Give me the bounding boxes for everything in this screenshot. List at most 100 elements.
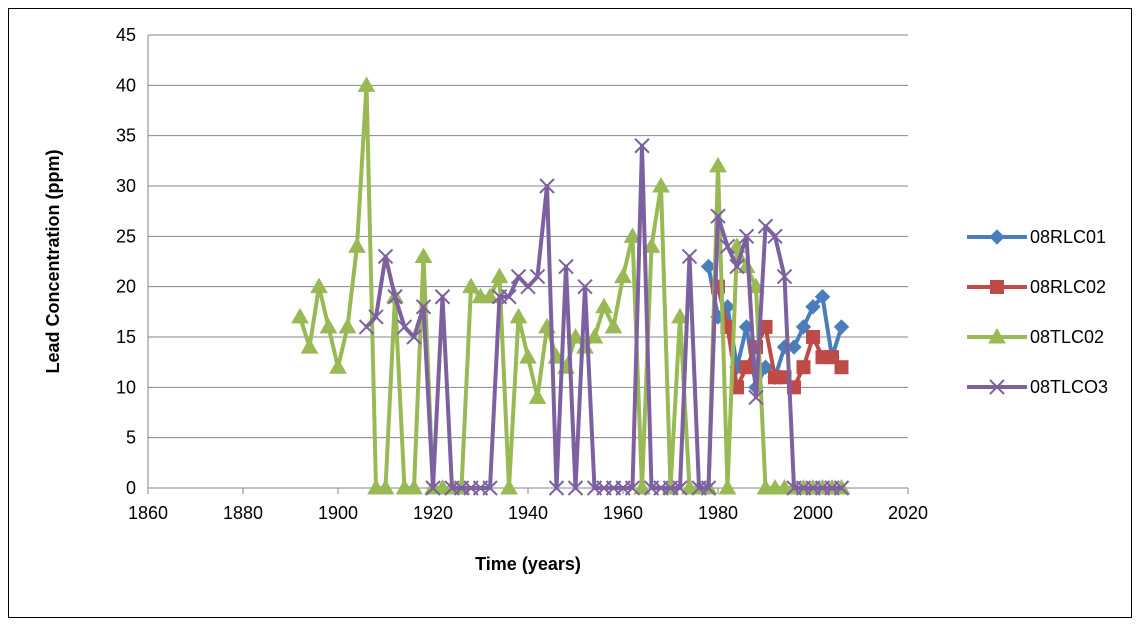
marker-stroke xyxy=(776,268,793,285)
data-point xyxy=(710,208,726,224)
marker-stroke xyxy=(425,480,441,496)
data-point xyxy=(490,267,509,284)
data-point xyxy=(462,277,480,294)
data-point xyxy=(806,330,820,344)
data-point xyxy=(672,480,688,496)
data-point xyxy=(796,360,811,375)
y-tick-label: 45 xyxy=(116,25,136,45)
data-point xyxy=(319,317,338,334)
marker-stroke xyxy=(833,480,850,496)
data-point xyxy=(368,309,384,325)
data-point xyxy=(624,480,641,496)
marker-stroke xyxy=(368,309,384,325)
data-point xyxy=(500,478,518,495)
x-tick-label: 1940 xyxy=(508,503,548,523)
data-point xyxy=(501,289,517,305)
x-tick-label: 2020 xyxy=(888,503,928,523)
lead-concentration-chart: 0 5 10 15 20 25 30 35 40 45 1860 1880 1900 1920 1940 19… xyxy=(43,25,1108,574)
y-tick-label: 10 xyxy=(116,377,136,397)
marker-stroke xyxy=(700,480,717,496)
x-tick-label: 1860 xyxy=(128,503,168,523)
data-point xyxy=(595,297,613,314)
data-point xyxy=(539,178,555,194)
data-point xyxy=(434,289,451,305)
marker-stroke xyxy=(989,379,1005,395)
x-tick-label: 1980 xyxy=(698,503,738,523)
marker-stroke xyxy=(558,258,574,275)
data-point xyxy=(528,388,547,404)
legend-entry-08rlc02: 08RLC02 xyxy=(967,277,1106,297)
grid-lines xyxy=(148,34,908,439)
marker-stroke xyxy=(406,329,422,345)
x-tick-label: 1880 xyxy=(223,503,263,523)
marker-stroke xyxy=(510,268,527,285)
series-08rlc02 xyxy=(711,279,849,395)
data-point xyxy=(348,237,366,253)
marker-stroke xyxy=(738,228,755,245)
y-axis-title: Lead Concentration (ppm) xyxy=(43,149,63,373)
x-tick-label: 1960 xyxy=(603,503,643,523)
series-08tlco3 xyxy=(358,138,850,496)
legend-label: 08RLC02 xyxy=(1030,277,1106,297)
marker-stroke xyxy=(434,289,451,305)
legend: 08RLC01 08RLC02 08TLC02 08TLCO3 xyxy=(967,227,1108,397)
data-point xyxy=(519,348,537,364)
data-point xyxy=(529,268,546,285)
data-point xyxy=(633,478,651,495)
y-tick-label: 15 xyxy=(116,327,136,347)
marker-stroke xyxy=(548,480,565,496)
data-point xyxy=(558,258,574,275)
marker-stroke xyxy=(377,248,394,265)
data-point xyxy=(700,480,717,496)
y-tick-label: 40 xyxy=(116,75,136,95)
data-point xyxy=(338,317,357,334)
data-point xyxy=(406,329,422,345)
data-point xyxy=(681,248,698,265)
legend-label: 08TLCO3 xyxy=(1030,377,1108,397)
marker-stroke xyxy=(757,218,774,234)
data-point xyxy=(671,307,689,324)
data-point xyxy=(567,480,584,496)
data-point xyxy=(548,480,565,496)
marker-stroke xyxy=(634,138,650,154)
x-tick-label: 1900 xyxy=(318,503,358,523)
data-point xyxy=(357,76,376,92)
y-tick-label: 0 xyxy=(126,478,136,498)
marker-stroke xyxy=(387,289,403,305)
x-axis-title: Time (years) xyxy=(475,554,581,574)
chart-frame: 0 5 10 15 20 25 30 35 40 45 1860 1880 1900 1920 1940 19… xyxy=(8,8,1132,618)
data-point xyxy=(414,247,433,263)
data-point xyxy=(776,268,793,285)
marker-stroke xyxy=(577,278,593,295)
data-point xyxy=(652,176,670,193)
legend-swatch-marker xyxy=(990,280,1004,294)
series-line xyxy=(364,143,844,490)
data-point xyxy=(814,289,831,305)
data-point xyxy=(634,138,650,154)
data-point xyxy=(291,307,309,324)
marker-stroke xyxy=(681,248,698,265)
y-tick-label: 25 xyxy=(116,226,136,246)
data-point xyxy=(748,389,764,406)
data-point xyxy=(719,238,736,255)
data-point xyxy=(604,317,623,334)
marker-stroke xyxy=(767,228,783,245)
data-point xyxy=(623,227,642,243)
data-point xyxy=(642,237,661,253)
data-point xyxy=(747,277,765,294)
data-point xyxy=(767,228,783,245)
data-point xyxy=(481,287,499,304)
data-point xyxy=(739,360,754,375)
data-point xyxy=(834,360,849,375)
series-08tlc02 xyxy=(291,76,851,495)
legend-entry-08tlco3: 08TLCO3 xyxy=(967,377,1108,397)
data-point xyxy=(376,478,395,495)
marker-stroke xyxy=(415,299,432,315)
data-point xyxy=(329,358,347,374)
axes: 0 5 10 15 20 25 30 35 40 45 1860 1880 1900 1920 1940 19… xyxy=(116,25,928,523)
y-tick-label: 35 xyxy=(116,126,136,146)
legend-label: 08TLC02 xyxy=(1030,327,1104,347)
data-point xyxy=(415,299,432,315)
y-tick-label: 5 xyxy=(126,428,136,448)
marker-stroke xyxy=(710,208,726,224)
